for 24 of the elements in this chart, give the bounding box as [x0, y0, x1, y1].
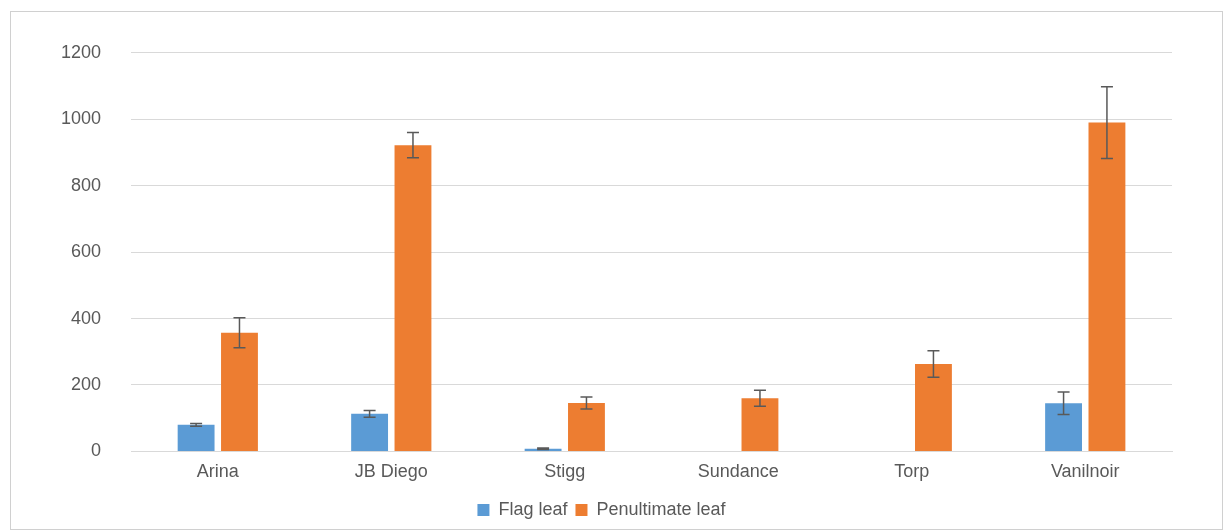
bar — [394, 145, 432, 451]
x-tick-label: JB Diego — [354, 461, 428, 482]
y-tick-label: 800 — [71, 174, 102, 195]
bar — [1045, 403, 1082, 451]
y-tick-label: 200 — [71, 373, 102, 394]
legend-label: Penultimate leaf — [596, 498, 727, 519]
x-tick-label: Vanilnoir — [1050, 461, 1120, 482]
y-tick-label: 600 — [71, 241, 102, 262]
bar — [741, 398, 779, 451]
x-tick-label: Torp — [894, 461, 930, 482]
bar — [221, 332, 258, 451]
x-tick-label: Arina — [196, 461, 240, 482]
y-tick-label: 1200 — [61, 41, 102, 62]
bar — [351, 413, 389, 451]
legend-label: Flag leaf — [498, 498, 569, 519]
x-tick-label: Sundance — [697, 461, 779, 482]
y-tick-label: 0 — [91, 440, 102, 461]
bar — [177, 424, 215, 451]
bar — [568, 402, 605, 451]
bar — [1088, 122, 1126, 451]
y-tick-label: 1000 — [61, 108, 102, 129]
y-tick-label: 400 — [71, 307, 102, 328]
bar — [915, 364, 952, 451]
x-tick-label: Stigg — [544, 461, 586, 482]
